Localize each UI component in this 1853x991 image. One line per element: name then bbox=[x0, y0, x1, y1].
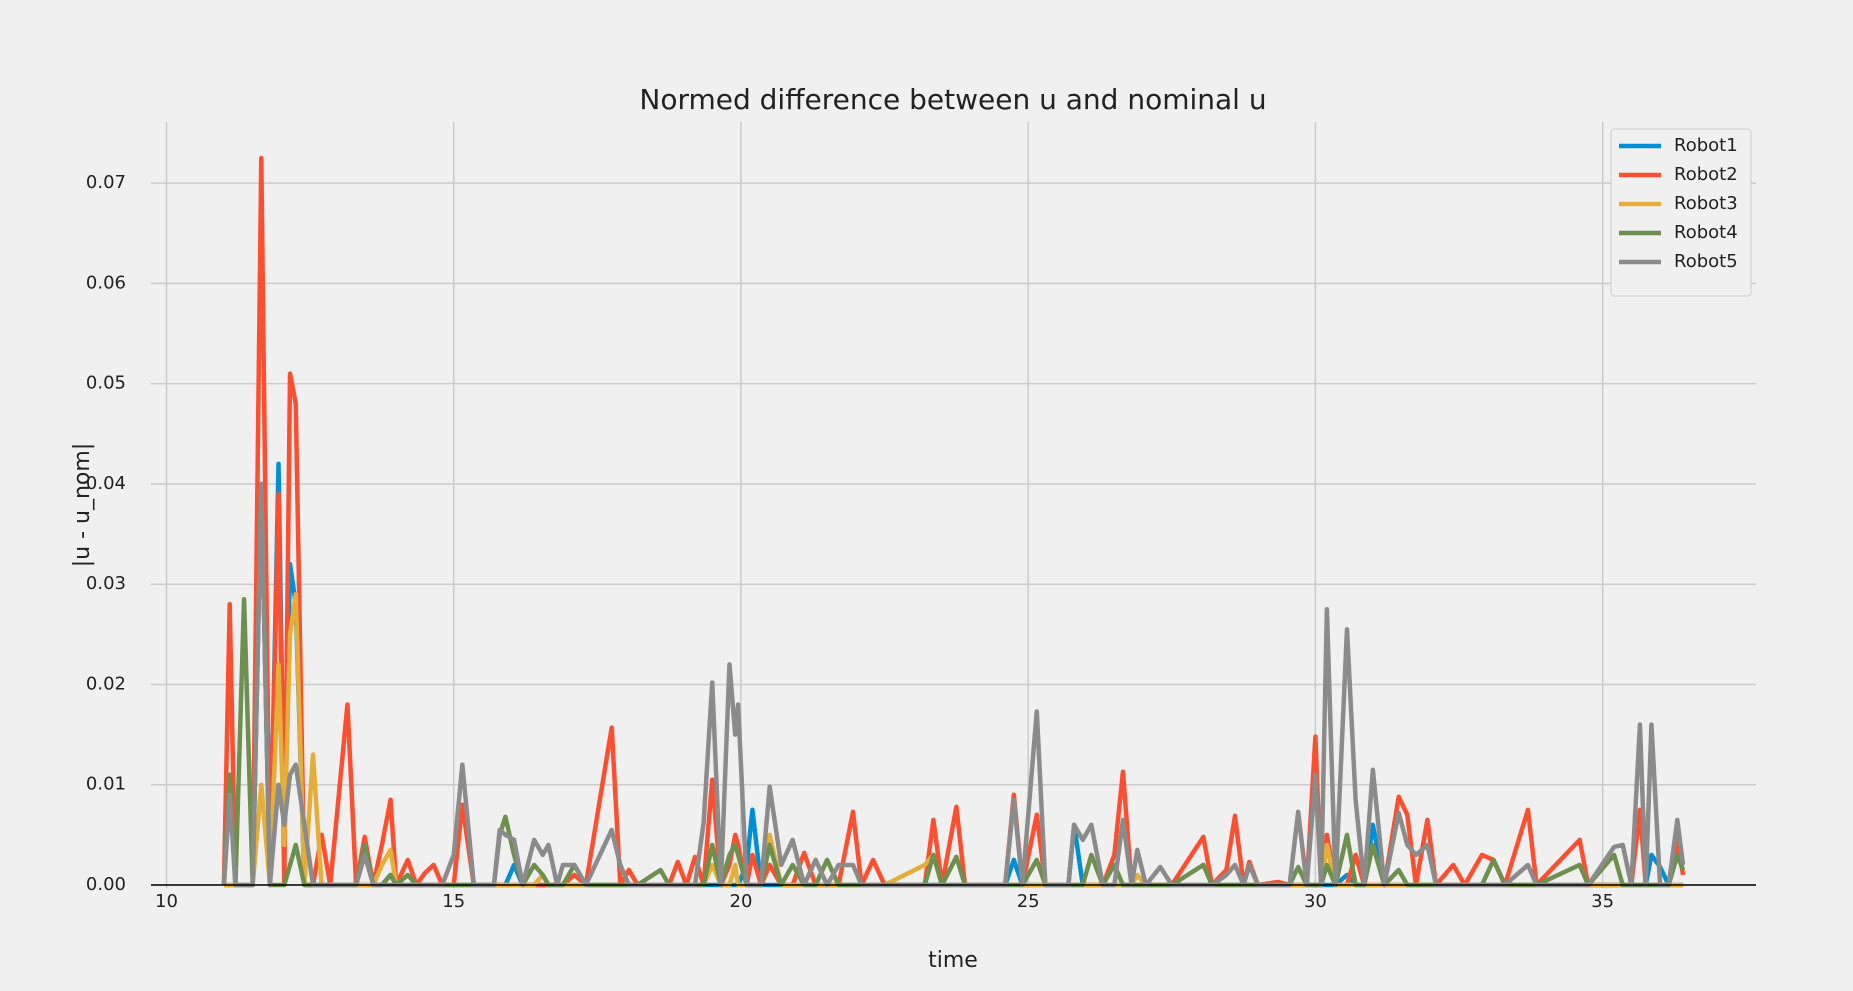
y-tick-label: 0.04 bbox=[86, 473, 126, 494]
x-tick-label: 30 bbox=[1304, 891, 1327, 912]
y-tick-label: 0.05 bbox=[86, 373, 126, 394]
y-tick-label: 0.01 bbox=[86, 774, 126, 795]
legend-label: Robot4 bbox=[1674, 222, 1738, 243]
x-tick-label: 35 bbox=[1591, 891, 1614, 912]
chart-title: Normed difference between u and nominal … bbox=[639, 83, 1266, 116]
y-tick-label: 0.07 bbox=[86, 172, 126, 193]
legend-label: Robot1 bbox=[1674, 135, 1738, 156]
x-tick-label: 20 bbox=[730, 891, 753, 912]
x-axis-label: time bbox=[928, 948, 978, 973]
y-tick-label: 0.02 bbox=[86, 673, 126, 694]
legend-label: Robot5 bbox=[1674, 251, 1738, 272]
y-tick-label: 0.03 bbox=[86, 573, 126, 594]
legend-box bbox=[1610, 128, 1752, 297]
y-tick-label: 0.06 bbox=[86, 272, 126, 293]
y-axis-label: |u - u_nom| bbox=[70, 443, 95, 567]
legend-label: Robot3 bbox=[1674, 193, 1738, 214]
legend: Robot1 Robot2 Robot3 Robot4 Robot5 bbox=[1610, 128, 1752, 297]
y-tick-label: 0.00 bbox=[86, 874, 126, 895]
legend-label: Robot2 bbox=[1674, 164, 1738, 185]
x-tick-label: 15 bbox=[442, 891, 465, 912]
x-tick-label: 10 bbox=[155, 891, 178, 912]
x-tick-label: 25 bbox=[1017, 891, 1040, 912]
